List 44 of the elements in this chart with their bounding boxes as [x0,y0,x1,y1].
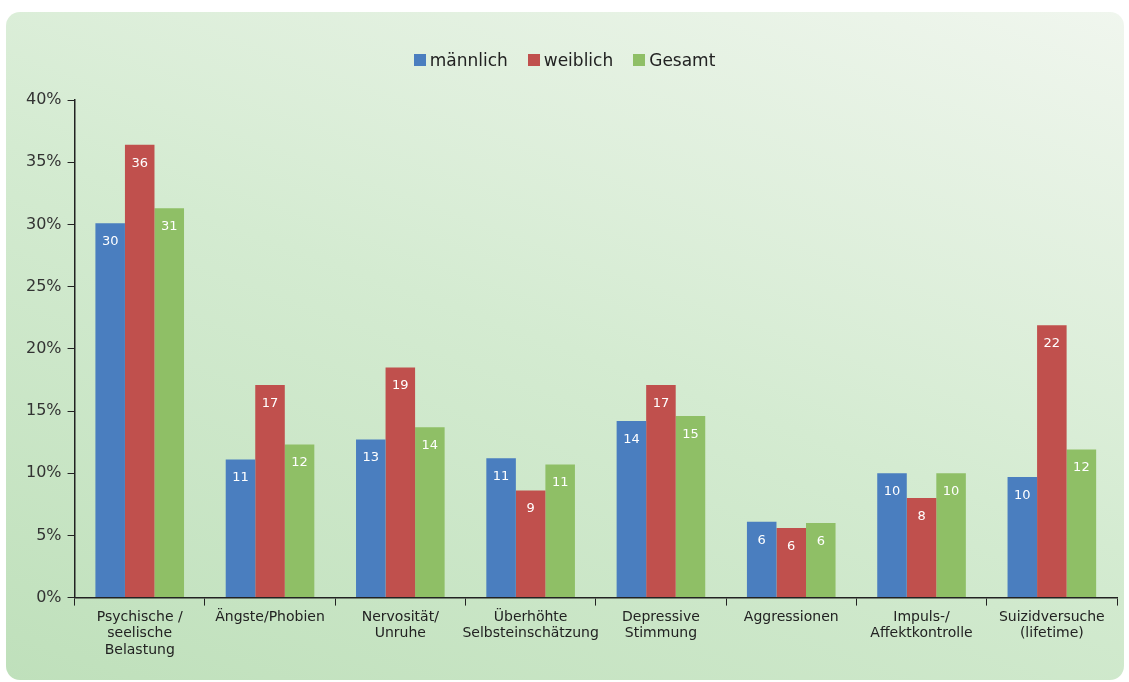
x-tick-label: Aggressionen [743,607,839,624]
y-tick-label: 5% [36,524,62,544]
data-label: 31 [160,218,178,234]
data-label: 22 [1043,335,1061,351]
data-label: 8 [917,507,926,523]
data-label: 10 [1014,486,1031,502]
y-tick-label: 0% [36,586,62,606]
data-label: 12 [1073,459,1090,475]
data-label: 10 [942,483,960,499]
x-tick-label: Psychische / seelische Belastung [96,607,183,658]
data-label: 36 [131,154,148,170]
data-label: 17 [261,394,279,410]
data-label: 14 [421,437,439,453]
y-tick-label: 25% [26,275,62,295]
y-tick-label: 15% [26,400,62,420]
data-label: 11 [492,468,510,484]
data-label: 9 [526,500,535,516]
data-label: 11 [232,469,249,485]
data-label: 13 [362,449,380,465]
x-tick-label: Ängste/Phobien [215,606,325,624]
data-label: 6 [787,537,796,553]
data-label: 12 [291,454,308,470]
data-label: 6 [757,531,766,547]
data-label: 19 [392,377,409,393]
y-tick-label: 35% [26,151,62,171]
data-label: 6 [816,532,825,548]
y-tick-label: 20% [26,337,62,357]
x-tick-label: Überhöhte Selbsteinschätzung [462,606,599,641]
data-label: 15 [682,425,699,441]
x-tick-label: Suizidversuche (lifetime) [998,607,1105,641]
data-label: 30 [101,233,119,249]
legend-label: männlich [429,50,508,70]
y-tick-label: 40% [26,89,62,109]
data-label: 11 [551,474,569,490]
y-tick-label: 10% [26,462,62,482]
data-label: 14 [623,430,640,446]
data-label: 17 [652,394,670,410]
legend-label: Gesamt [649,50,716,70]
x-tick-label: Depressive Stimmung [622,607,700,641]
y-tick-label: 30% [26,213,62,233]
x-tick-label: Impuls-/Affektkontrolle [870,607,973,641]
data-label: 10 [883,483,901,499]
legend-label: weiblich [543,50,614,70]
x-tick-label: Nervosität/Unruhe [361,607,440,641]
